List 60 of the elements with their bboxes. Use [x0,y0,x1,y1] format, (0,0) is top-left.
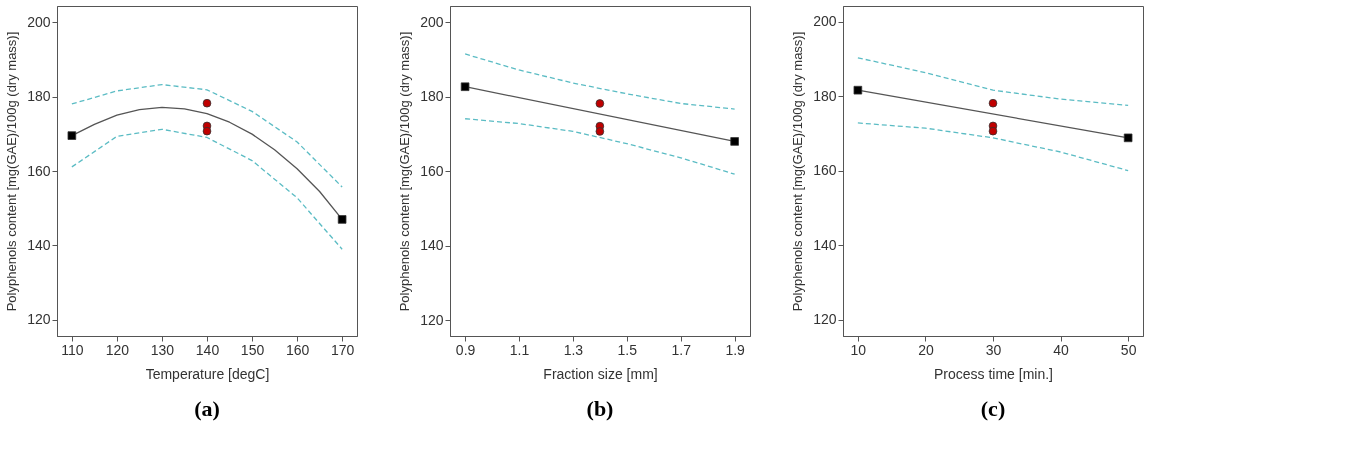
x-tick-label: 110 [61,341,84,358]
point [202,98,212,108]
x-tick-label: 120 [105,341,130,358]
text: (c) [980,396,1006,421]
x-tick-label: 1.7 [671,341,692,358]
x-tick-label: 1.3 [563,341,584,358]
point [988,126,998,136]
x-axis-title: Fraction size [mm] [543,365,658,382]
x-tick-label: 130 [150,341,175,358]
y-tick-label: 140 [27,236,51,253]
y-tick-label: 140 [420,237,444,254]
y-tick-label: 160 [813,162,837,179]
y-tick-label: 180 [813,87,837,104]
x-tick-label: 10 [850,341,867,358]
x-tick-label: 40 [1053,341,1070,358]
y-axis-title: Polyphenols content [mg(GAE)/100g (dry mass)] [790,31,806,312]
point [730,137,739,146]
y-tick-label: 180 [420,88,444,105]
y-axis-title: Polyphenols content [mg(GAE)/100g (dry mass)] [4,31,20,312]
x-tick-label: 1.5 [617,341,638,358]
x-tick-label: 160 [285,341,310,358]
x-tick-label: 0.9 [455,341,476,358]
x-axis-title: Process time [min.] [933,365,1054,382]
x-tick-label: 50 [1120,341,1137,358]
text: (b) [586,396,614,421]
x-tick-label: 170 [330,341,355,358]
x-tick-label: 1.9 [725,341,746,358]
x-tick-label: 150 [240,341,265,358]
x-tick-label: 30 [985,341,1002,358]
point [460,82,470,92]
text: (a) [194,396,220,421]
y-tick-label: 200 [420,13,444,30]
line-series [464,118,736,175]
y-tick-label: 160 [27,162,51,179]
point [1123,133,1133,143]
y-tick-label: 160 [420,162,444,179]
point [595,127,605,136]
point [988,98,998,108]
x-tick-label: 20 [918,341,934,358]
y-tick-label: 120 [420,311,444,328]
y-tick-label: 140 [813,236,837,253]
y-tick-label: 200 [813,13,837,30]
point [67,131,77,140]
point [853,85,863,95]
line-series [857,122,1129,172]
line-series [857,57,1129,107]
line-series [71,128,343,250]
line-series [71,83,343,188]
point [337,215,347,224]
line-series [464,53,736,110]
y-tick-label: 200 [27,13,51,30]
y-tick-label: 180 [27,88,51,105]
x-axis-title: Temperature [degC] [145,365,270,382]
point [202,126,212,136]
x-tick-label: 1.1 [509,341,530,358]
point [595,99,605,108]
y-tick-label: 120 [27,311,51,328]
x-tick-label: 140 [195,341,220,358]
y-axis-title: Polyphenols content [mg(GAE)/100g (dry mass)] [397,31,413,312]
y-tick-label: 120 [813,311,837,328]
